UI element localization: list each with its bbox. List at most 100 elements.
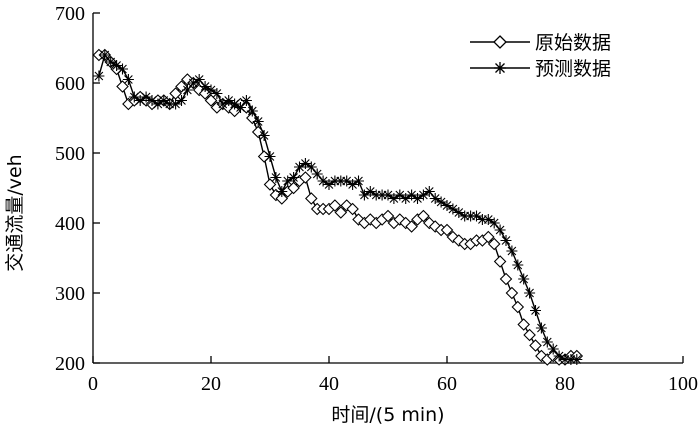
data-point-asterisk [258,130,270,141]
data-point-asterisk [500,235,512,246]
data-point-asterisk [264,151,276,162]
data-point-diamond [116,80,129,93]
legend: 原始数据 预测数据 [470,32,611,80]
x-tick-label: 100 [668,373,698,395]
data-point-asterisk [170,98,182,110]
data-point-asterisk [476,214,488,225]
x-tick-label: 40 [319,373,339,395]
data-point-asterisk [512,259,524,271]
data-point-asterisk [329,175,341,187]
data-point-asterisk [305,161,317,173]
data-point-asterisk [441,200,453,211]
series-predicted [93,49,583,365]
data-point-diamond [440,223,454,237]
data-point-asterisk [217,98,229,110]
data-point-asterisk [358,189,370,201]
data-point-asterisk [117,63,128,75]
y-axis-label: 交通流量/veh [4,154,26,271]
data-point-asterisk [429,193,441,204]
data-point-asterisk [99,49,111,61]
data-point-asterisk [288,172,300,183]
series-line [98,54,577,361]
data-point-asterisk [388,193,400,204]
data-point-asterisk [488,217,500,229]
data-point-asterisk [435,196,447,208]
data-point-diamond [487,237,501,251]
data-point-diamond [328,199,342,212]
data-point-asterisk [547,343,559,355]
data-point-asterisk [453,207,465,218]
data-point-asterisk [205,84,217,96]
data-point-asterisk [376,189,388,201]
x-tick-label: 60 [437,373,457,395]
data-point-asterisk [229,98,241,110]
data-point-asterisk [335,175,347,187]
data-point-asterisk [158,95,170,106]
data-point-asterisk [364,186,376,197]
data-point-asterisk [111,60,123,71]
data-point-asterisk [146,95,158,106]
data-point-asterisk [235,102,246,113]
x-ticks: 0 20 40 60 80 100 [88,356,698,395]
data-point-asterisk [270,172,282,183]
data-point-asterisk [494,224,506,236]
data-point-diamond [529,339,542,352]
data-point-diamond [493,255,507,268]
data-point-diamond [511,300,525,314]
data-point-asterisk [199,81,211,92]
x-tick-label: 20 [201,373,221,395]
data-point-diamond [263,178,277,191]
y-ticks: 200 300 400 500 600 700 [55,3,100,375]
data-point-diamond [499,272,513,286]
data-point-asterisk [299,158,311,169]
data-point-asterisk [465,210,477,222]
series-layer [92,48,584,366]
data-point-diamond [482,230,495,244]
data-point-asterisk [347,179,359,190]
data-point-asterisk [193,74,205,85]
legend-label-predicted: 预测数据 [535,58,611,80]
data-point-asterisk [294,161,305,173]
data-point-diamond [287,181,300,195]
data-point-diamond [305,192,318,205]
y-tick-label: 400 [55,213,85,235]
legend-marker-diamond-icon [493,35,507,49]
data-point-asterisk [211,88,223,99]
data-point-diamond [517,318,530,331]
data-point-asterisk [506,245,518,257]
series-original [92,48,584,366]
data-point-asterisk [417,189,429,201]
data-point-diamond [275,192,289,205]
y-tick-label: 600 [55,73,85,95]
data-point-asterisk [370,189,382,201]
data-point-asterisk [282,175,294,187]
data-point-asterisk [152,98,164,110]
data-point-asterisk [524,287,536,299]
data-point-diamond [175,80,188,93]
data-point-diamond [505,286,519,300]
data-point-diamond [381,209,395,223]
data-point-asterisk [518,273,530,285]
data-point-asterisk [412,193,423,204]
data-point-asterisk [128,91,140,103]
axes [92,13,683,364]
data-point-asterisk [246,105,258,117]
data-point-asterisk [423,186,435,197]
data-point-asterisk [311,168,323,180]
data-point-asterisk [541,336,553,348]
data-point-asterisk [134,95,146,106]
data-point-asterisk [400,193,412,204]
data-point-asterisk [187,77,199,89]
data-point-asterisk [559,354,571,365]
data-point-diamond [299,171,312,184]
y-tick-label: 200 [55,353,85,375]
legend-label-original: 原始数据 [535,32,611,54]
data-point-asterisk [382,189,394,201]
legend-marker-asterisk-icon [494,62,506,74]
data-point-asterisk [553,350,565,362]
x-tick-label: 0 [88,373,98,395]
data-point-asterisk [176,95,187,106]
data-point-diamond [417,209,430,223]
data-point-diamond [204,94,218,107]
